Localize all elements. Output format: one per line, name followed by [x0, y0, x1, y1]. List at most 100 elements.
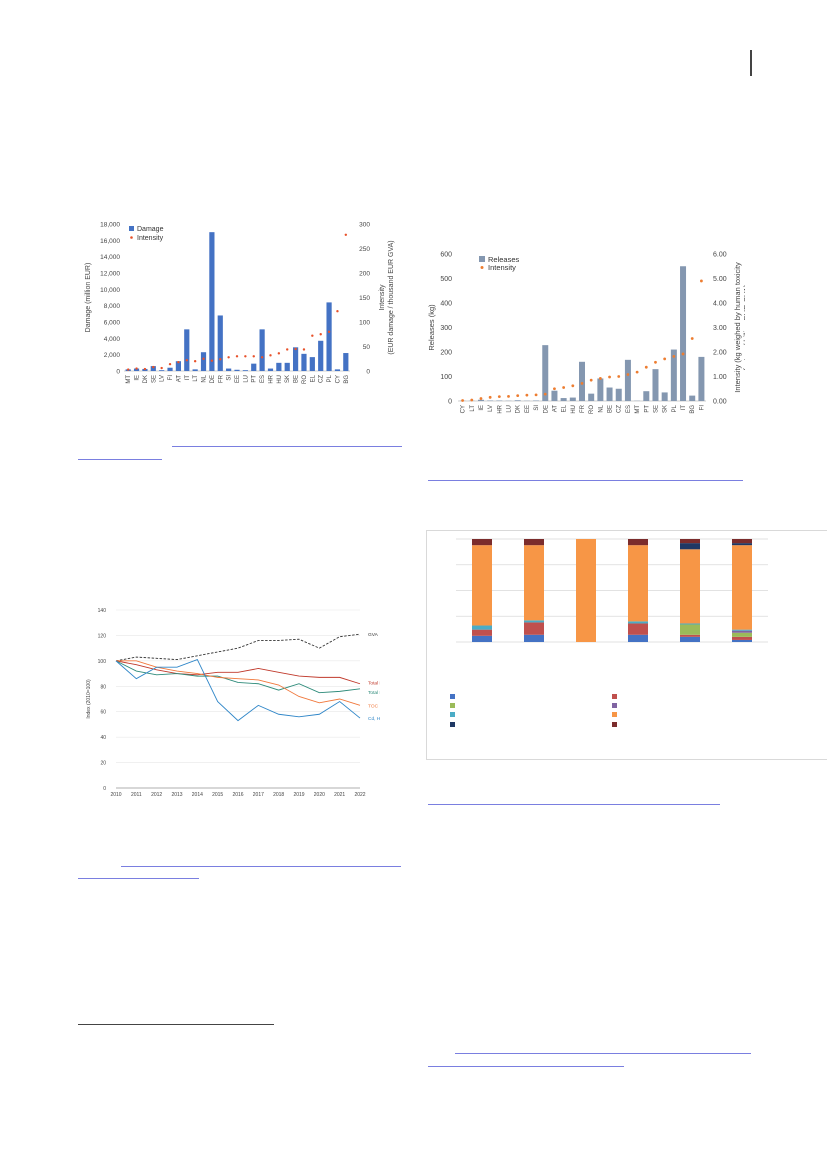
y-tick-label: 0 — [116, 369, 120, 376]
intensity-point — [617, 375, 621, 378]
stacked-segment — [732, 630, 752, 633]
intensity-point — [219, 358, 222, 361]
y2-tick-label: 1.00 — [713, 374, 727, 381]
x-tick-label: EE — [525, 405, 531, 413]
y-tick-label: 18,000 — [100, 222, 120, 229]
x-tick-label: FI — [168, 375, 174, 381]
x-tick-label: NL — [598, 404, 604, 412]
stacked-bar-chart — [450, 538, 768, 727]
x-tick-label: SE — [653, 405, 659, 413]
intensity-point — [319, 333, 322, 336]
stacked-segment — [732, 629, 752, 631]
stacked-segment — [680, 623, 700, 625]
damage-bar — [334, 369, 341, 371]
stacked-segment — [680, 634, 700, 637]
damage-bar — [200, 352, 207, 371]
releases-bar — [698, 356, 705, 401]
y-tick-label: 100 — [98, 659, 107, 665]
releases-bar — [597, 378, 604, 401]
damage-bar — [259, 329, 265, 371]
stacked-segment — [732, 539, 752, 544]
intensity-point — [311, 334, 314, 337]
x-tick-label: 2018 — [273, 792, 284, 798]
stacked-segment — [628, 634, 648, 642]
legend-damage-swatch — [129, 226, 134, 231]
damage-bar — [284, 362, 290, 371]
x-tick-label: DK — [143, 375, 149, 383]
intensity-point — [470, 398, 474, 402]
x-tick-label: 2012 — [151, 792, 162, 798]
x-tick-label: 2019 — [293, 792, 304, 798]
damage-bar — [251, 363, 257, 371]
releases-bar — [579, 361, 585, 401]
y-axis-title: Index (2010=100) — [86, 679, 92, 719]
x-tick-label: PL — [672, 404, 678, 412]
y-tick-label: 200 — [440, 350, 452, 357]
x-tick-label: CY — [335, 375, 341, 383]
y2-axis-title-line2: factors / billion EUR GVA) — [742, 284, 745, 370]
y-tick-label: 60 — [100, 710, 106, 716]
x-tick-label: EL — [310, 374, 316, 382]
releases-bar — [588, 393, 595, 401]
intensity-point — [635, 370, 639, 374]
y2-tick-label: 0 — [366, 369, 370, 376]
x-tick-label: PT — [644, 405, 650, 413]
damage-bar — [242, 370, 248, 371]
link-underline — [78, 878, 199, 879]
intensity-point — [507, 394, 510, 398]
x-tick-label: 2016 — [232, 792, 243, 798]
stacked-segment — [680, 539, 700, 544]
x-tick-label: 2021 — [334, 792, 345, 798]
releases-bar — [652, 369, 659, 401]
intensity-point — [571, 384, 575, 388]
releases-bar — [477, 399, 484, 401]
intensity-point — [626, 373, 630, 376]
damage-bar — [192, 369, 198, 371]
x-tick-label: CZ — [319, 375, 325, 383]
damage-bar — [209, 232, 215, 371]
x-tick-label: SI — [534, 405, 540, 411]
x-tick-label: 2015 — [212, 792, 223, 798]
damage-bar — [276, 362, 282, 371]
legend-swatch — [612, 694, 617, 699]
intensity-point — [700, 279, 703, 283]
x-tick-label: DE — [210, 375, 216, 383]
x-tick-label: 2013 — [171, 792, 182, 798]
stacked-segment — [524, 620, 544, 623]
intensity-point — [244, 355, 247, 358]
y-tick-label: 10,000 — [100, 287, 120, 294]
intensity-point — [479, 397, 483, 400]
intensity-point — [210, 359, 214, 362]
series-label: Total N — [368, 681, 380, 687]
x-tick-label: IT — [185, 375, 191, 381]
link-underline — [121, 866, 401, 867]
intensity-point — [562, 386, 566, 389]
x-tick-label: 2010 — [110, 792, 121, 798]
legend-releases-swatch — [479, 256, 485, 262]
x-tick-label: EE — [235, 375, 241, 383]
damage-bar — [167, 367, 173, 371]
series-line — [115, 633, 361, 662]
y2-axis-title-line2: (EUR damage / thousand EUR GVA) — [388, 240, 395, 354]
releases-bar — [643, 391, 650, 401]
intensity-point — [126, 368, 130, 371]
x-tick-label: BE — [608, 405, 614, 413]
link-underline — [428, 1066, 624, 1067]
y2-tick-label: 2.00 — [713, 350, 727, 357]
intensity-point — [168, 362, 172, 366]
x-tick-label: RO — [589, 405, 595, 414]
intensity-point — [152, 365, 155, 369]
stacked-segment — [524, 622, 544, 635]
legend-releases-label: Releases — [488, 255, 520, 264]
x-tick-label: DK — [516, 405, 522, 413]
legend-swatch — [450, 722, 455, 727]
intensity-point — [534, 393, 538, 397]
x-tick-label: DE — [543, 405, 549, 413]
releases-bar — [551, 390, 558, 401]
y2-axis-title-line1: Intensity (kg weighed by human toxicity — [733, 262, 742, 393]
y2-tick-label: 3.00 — [713, 325, 727, 332]
stacked-segment — [680, 636, 700, 642]
x-tick-label: IT — [681, 405, 687, 411]
stacked-segment — [472, 635, 492, 642]
intensity-point — [294, 347, 297, 351]
